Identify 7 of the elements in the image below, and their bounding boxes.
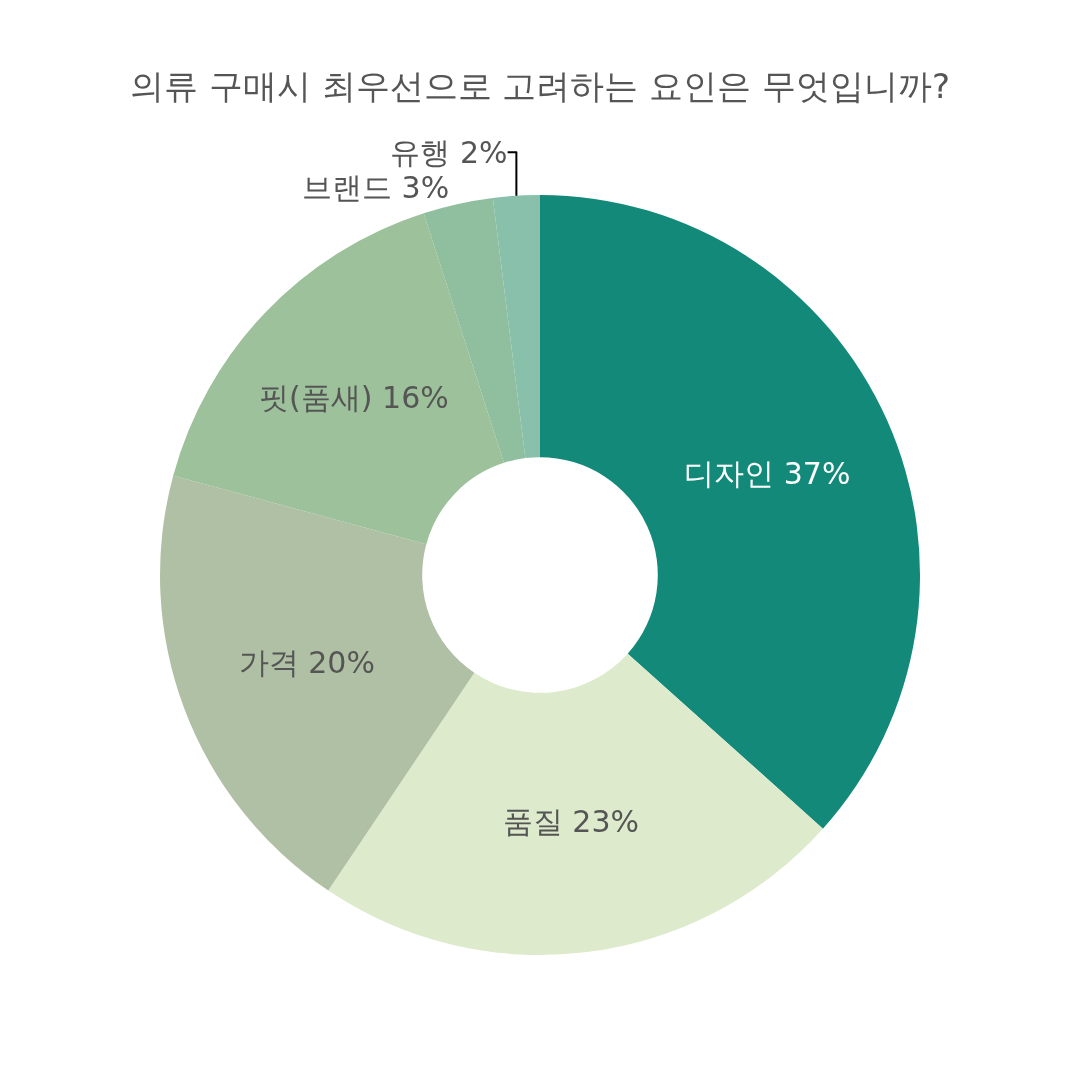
slice-label: 가격 20% — [238, 644, 375, 680]
slice-label: 브랜드 3% — [302, 169, 450, 205]
chart-title: 의류 구매시 최우선으로 고려하는 요인은 무엇입니까? — [129, 66, 951, 107]
slice-label: 핏(품새) 16% — [259, 379, 449, 415]
slice-label: 품질 23% — [502, 804, 639, 840]
slice-label: 유행 2% — [390, 134, 508, 170]
slice-label: 디자인 37% — [684, 456, 851, 492]
